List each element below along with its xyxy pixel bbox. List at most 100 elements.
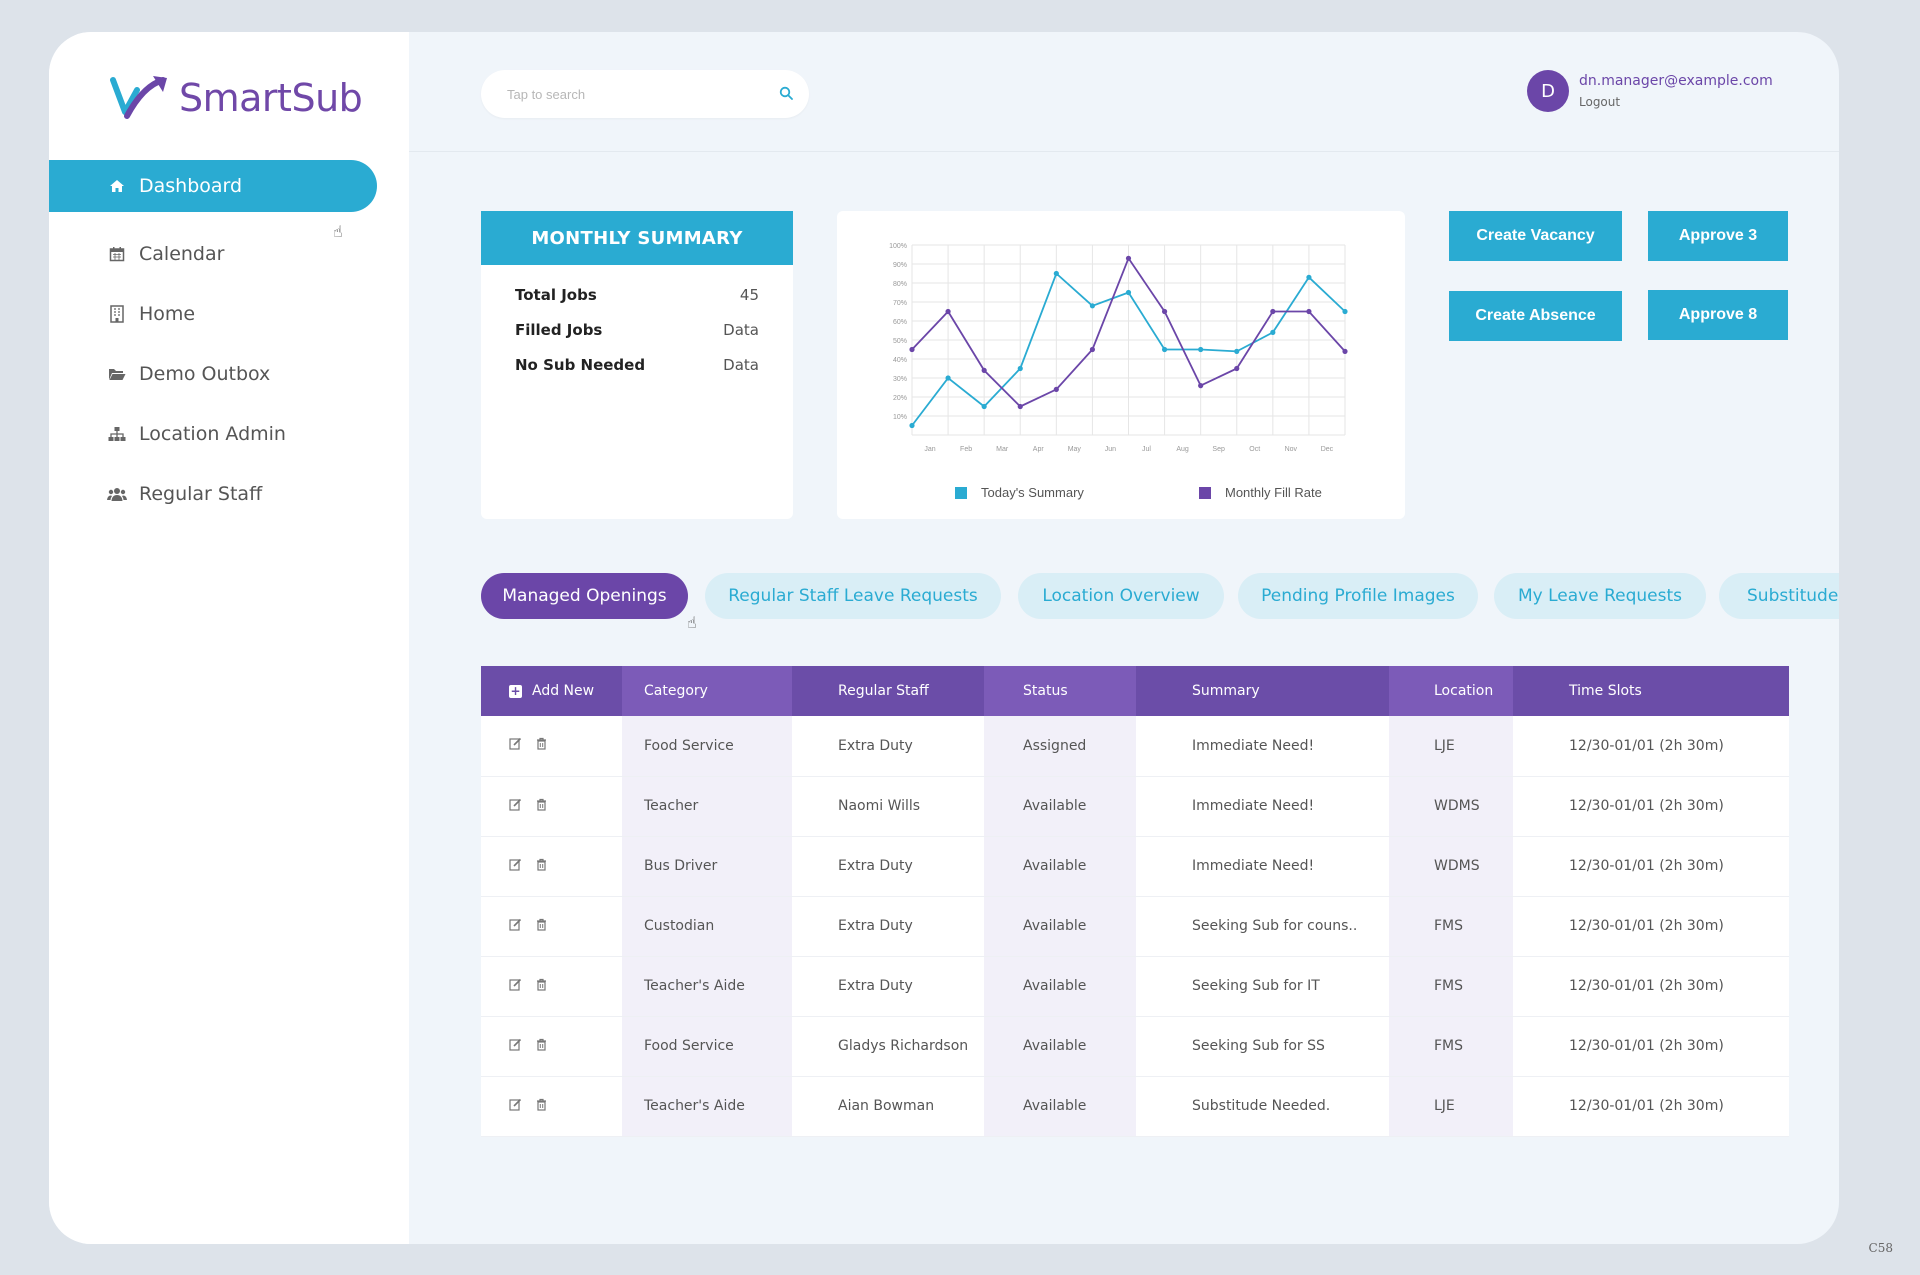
y-tick-label: 30% [893, 376, 907, 383]
data-point [1234, 348, 1240, 354]
sidebar-item-demo-outbox[interactable]: Demo Outbox [49, 348, 377, 400]
data-point [1017, 365, 1023, 372]
edit-icon[interactable] [509, 1038, 522, 1055]
category-cell: Custodian [622, 896, 792, 957]
data-point [1161, 308, 1168, 315]
table-row[interactable]: Food Service Extra Duty Assigned Immediate … [481, 716, 1789, 777]
sidebar-item-dashboard[interactable]: Dashboard [49, 160, 377, 212]
table-row[interactable]: Bus Driver Extra Duty Available Immediate N… [481, 836, 1789, 897]
y-tick-label: 10% [893, 414, 907, 421]
logo[interactable]: SmartSub [109, 72, 363, 124]
chart-card: 10% 20% 30% 40% 50% 60% 70% 80% 90% 100% Jan Feb Mar… [837, 211, 1405, 519]
tab-substitude[interactable]: Substitude [1719, 573, 1839, 619]
summary-title: MONTHLY SUMMARY [481, 211, 793, 265]
row-actions [481, 716, 622, 777]
summary-value: Data [723, 320, 759, 339]
tab-my-leave-requests[interactable]: My Leave Requests [1494, 573, 1706, 619]
sidebar-item-home[interactable]: Home [49, 288, 377, 340]
user-menu[interactable]: D dn.manager@example.com Logout [1527, 70, 1773, 112]
data-point [981, 403, 987, 410]
search-box[interactable] [481, 70, 809, 118]
trash-icon[interactable] [536, 798, 547, 815]
table-row[interactable]: Teacher Naomi Wills Available Immediate Nee… [481, 776, 1789, 837]
regular-staff-cell: Extra Duty [792, 956, 984, 1017]
sidebar-item-calendar[interactable]: Calendar [49, 228, 377, 280]
logout-link[interactable]: Logout [1579, 95, 1621, 109]
logo-text: SmartSub [179, 76, 363, 120]
column-header[interactable]: Category [622, 666, 792, 716]
tab-pending-profile-images[interactable]: Pending Profile Images [1238, 573, 1478, 619]
trash-icon[interactable] [536, 858, 547, 875]
sidebar-item-regular-staff[interactable]: Regular Staff [49, 468, 377, 520]
location-cell: WDMS [1389, 836, 1513, 897]
regular-staff-cell: Gladys Richardson [792, 1016, 984, 1077]
category-cell: Bus Driver [622, 836, 792, 897]
add-new-button[interactable]: + Add New [509, 683, 594, 699]
summary-label: Total Jobs [515, 285, 597, 304]
data-point [981, 367, 987, 373]
sidebar-item-location-admin[interactable]: Location Admin [49, 408, 377, 460]
edit-icon[interactable] [509, 978, 522, 995]
table-row[interactable]: Teacher's Aide Aian Bowman Available Substi… [481, 1076, 1789, 1137]
search-input[interactable] [507, 86, 779, 102]
x-tick-label: Nov [1285, 446, 1298, 453]
column-header[interactable]: Summary [1136, 666, 1389, 716]
approve-8-button[interactable]: Approve 8 [1648, 290, 1788, 340]
calendar-icon [107, 246, 127, 262]
summary-cell: Immediate Need! [1136, 836, 1389, 897]
table-row[interactable]: Food Service Gladys Richardson Available Se… [481, 1016, 1789, 1077]
data-point [1270, 308, 1276, 315]
trash-icon[interactable] [536, 918, 547, 935]
tab-location-overview[interactable]: Location Overview [1018, 573, 1224, 619]
data-point [1306, 308, 1312, 315]
x-tick-label: Dec [1321, 446, 1334, 453]
data-point [1125, 255, 1132, 261]
edit-icon[interactable] [509, 918, 522, 935]
trash-icon[interactable] [536, 1098, 547, 1115]
table-header-row: + Add New Category Regular Staff Status … [481, 666, 1789, 716]
location-cell: FMS [1389, 956, 1513, 1017]
row-actions [481, 836, 622, 897]
legend-label: Monthly Fill Rate [1225, 485, 1322, 500]
trash-icon[interactable] [536, 978, 547, 995]
search-icon[interactable] [779, 85, 793, 104]
create-absence-button[interactable]: Create Absence [1449, 291, 1622, 341]
data-point [1234, 365, 1240, 372]
tab-managed-openings[interactable]: Managed Openings [481, 573, 688, 619]
data-point [1161, 346, 1168, 353]
column-header[interactable]: Regular Staff [792, 666, 984, 716]
x-tick-label: Feb [960, 446, 972, 453]
row-actions [481, 1016, 622, 1077]
data-point [1342, 348, 1348, 354]
column-header[interactable]: Time Slots [1513, 666, 1789, 716]
avatar[interactable]: D [1527, 70, 1569, 112]
edit-icon[interactable] [509, 798, 522, 815]
time-slots-cell: 12/30-01/01 (2h 30m) [1513, 776, 1789, 837]
tab-regular-staff-leave-requests[interactable]: Regular Staff Leave Requests [705, 573, 1001, 619]
location-cell: LJE [1389, 716, 1513, 777]
data-point [945, 375, 951, 381]
table-row[interactable]: Teacher's Aide Extra Duty Available Seeking… [481, 956, 1789, 1017]
sitemap-icon [107, 426, 127, 442]
approve-3-button[interactable]: Approve 3 [1648, 211, 1788, 261]
sidebar-item-label: Calendar [139, 243, 225, 265]
x-tick-label: Mar [996, 446, 1009, 453]
summary-cell: Seeking Sub for IT [1136, 956, 1389, 1017]
add-new-label: Add New [532, 683, 595, 700]
column-header[interactable]: Location [1389, 666, 1513, 716]
status-cell: Available [984, 1016, 1136, 1077]
create-vacancy-button[interactable]: Create Vacancy [1449, 211, 1622, 261]
trash-icon[interactable] [536, 737, 547, 754]
data-point [945, 308, 951, 315]
regular-staff-cell: Extra Duty [792, 836, 984, 897]
legend-swatch [1199, 487, 1211, 499]
edit-icon[interactable] [509, 858, 522, 875]
trash-icon[interactable] [536, 1038, 547, 1055]
table-row[interactable]: Custodian Extra Duty Available Seeking Sub … [481, 896, 1789, 957]
column-header[interactable]: Status [984, 666, 1136, 716]
add-new-header[interactable]: + Add New [481, 666, 622, 716]
edit-icon[interactable] [509, 737, 522, 754]
user-email: dn.manager@example.com [1579, 73, 1773, 89]
edit-icon[interactable] [509, 1098, 522, 1115]
data-point [1017, 403, 1023, 410]
